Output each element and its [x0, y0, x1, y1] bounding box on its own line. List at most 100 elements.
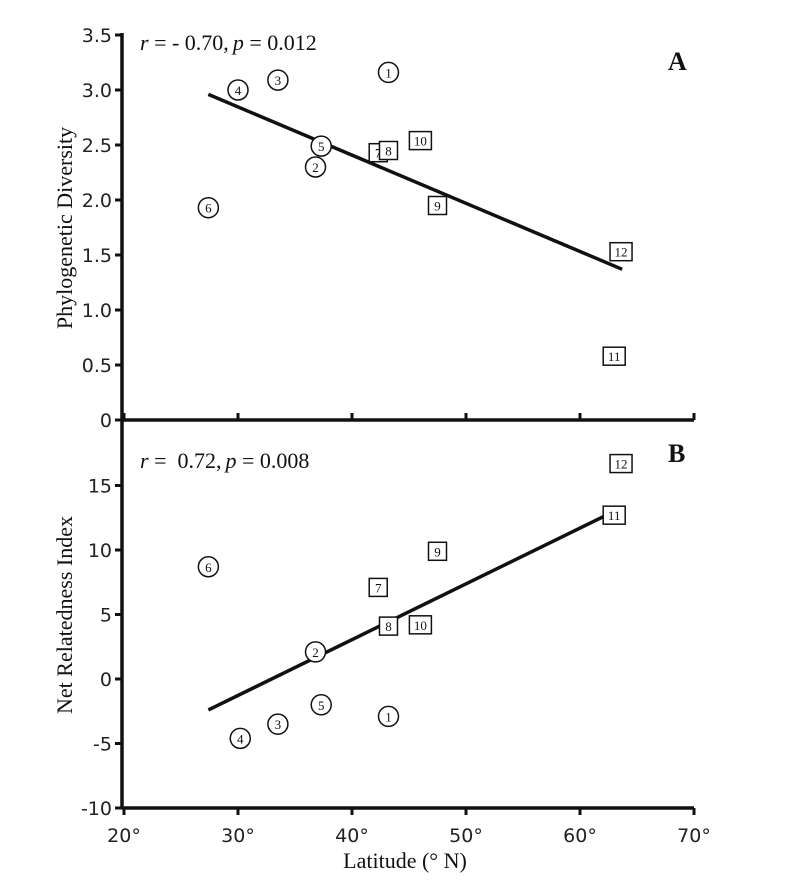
- square-marker: [427, 195, 448, 216]
- site-label: 7: [375, 580, 382, 595]
- panel-a-label: A: [668, 47, 687, 76]
- site-label: 11: [608, 508, 621, 523]
- site-label: 6: [205, 201, 212, 216]
- y-tick-label: 0.5: [82, 355, 112, 377]
- y-tick-label: 2.5: [82, 135, 112, 157]
- site-point-11: 11: [602, 346, 626, 366]
- site-point-6: 6: [197, 196, 220, 219]
- site-label: 7: [375, 146, 382, 161]
- x-tick-label: 50°: [449, 825, 483, 847]
- site-point-1: 1: [377, 705, 400, 728]
- regression-line: [207, 505, 623, 712]
- site-point-4: 4: [227, 79, 249, 101]
- square-marker: [609, 453, 633, 474]
- site-point-10: 10: [408, 615, 433, 635]
- site-label: 10: [414, 618, 427, 633]
- site-label: 1: [385, 709, 392, 724]
- site-label: 12: [615, 457, 628, 472]
- site-label: 4: [237, 731, 244, 746]
- circle-marker: [310, 135, 332, 157]
- site-point-5: 5: [310, 694, 332, 716]
- site-point-8: 8: [378, 140, 399, 161]
- site-point-7: 7: [368, 577, 388, 598]
- square-marker: [378, 616, 399, 636]
- regression-line: [207, 92, 623, 271]
- square-marker: [408, 130, 433, 151]
- x-tick-label: 40°: [335, 825, 369, 847]
- site-label: 2: [312, 160, 319, 175]
- circle-marker: [227, 79, 249, 101]
- x-tick-label: 60°: [563, 825, 597, 847]
- circle-marker: [267, 69, 289, 91]
- y-tick-label: -10: [81, 798, 112, 820]
- square-marker: [602, 346, 626, 366]
- y-axis-label-b: Net Relatedness Index: [52, 516, 77, 714]
- site-point-11: 11: [602, 505, 626, 525]
- site-point-3: 3: [267, 713, 289, 735]
- site-label: 8: [385, 144, 392, 159]
- site-label: 5: [318, 139, 325, 154]
- y-tick-label: 3.5: [82, 25, 112, 47]
- site-label: 2: [312, 645, 319, 660]
- site-point-2: 2: [304, 641, 327, 663]
- circle-marker: [197, 196, 220, 219]
- site-label: 8: [385, 619, 392, 634]
- site-label: 3: [275, 73, 282, 88]
- circle-marker: [229, 727, 252, 750]
- circle-marker: [310, 694, 332, 716]
- site-point-3: 3: [267, 69, 289, 91]
- site-point-8: 8: [378, 616, 399, 636]
- circle-marker: [304, 156, 327, 178]
- x-tick-label: 70°: [677, 825, 711, 847]
- y-tick-label: -5: [93, 734, 112, 756]
- x-axis-label: Latitude (° N): [343, 848, 467, 873]
- panel-b-label: B: [668, 439, 685, 468]
- square-marker: [368, 577, 388, 598]
- panel-b-annotation: r = 0.72, p = 0.008: [140, 448, 309, 473]
- site-label: 9: [434, 544, 441, 559]
- y-tick-label: 2.0: [82, 190, 112, 212]
- panel-a-annotation: r = - 0.70, p = 0.012: [140, 30, 317, 55]
- y-tick-label: 0: [100, 669, 112, 691]
- x-tick-label: 20°: [107, 825, 141, 847]
- circle-marker: [377, 705, 400, 728]
- y-tick-label: 15: [88, 476, 112, 498]
- site-point-12: 12: [609, 241, 633, 262]
- site-point-2: 2: [304, 156, 327, 178]
- y-axis-label-a: Phylogenetic Diversity: [52, 127, 77, 329]
- square-marker: [602, 505, 626, 525]
- site-label: 9: [434, 199, 441, 214]
- axes: 20° 30° 40° 50° 60° 70°: [107, 33, 711, 847]
- y-tick-label: 1.0: [82, 300, 112, 322]
- square-marker: [609, 241, 633, 262]
- site-label: 6: [205, 560, 212, 575]
- site-label: 11: [608, 349, 621, 364]
- y-tick-label: 5: [100, 605, 112, 627]
- square-marker: [408, 615, 433, 635]
- circle-marker: [304, 641, 327, 663]
- site-label: 4: [235, 83, 242, 98]
- site-label: 1: [385, 65, 392, 80]
- square-marker: [378, 140, 399, 161]
- site-point-1: 1: [377, 61, 400, 84]
- square-marker: [427, 541, 448, 562]
- y-tick-label: 1.5: [82, 245, 112, 267]
- y-tick-label: 3.0: [82, 80, 112, 102]
- circle-marker: [197, 556, 220, 578]
- y-tick-label: 10: [88, 540, 112, 562]
- site-point-5: 5: [310, 135, 332, 157]
- site-point-9: 9: [427, 541, 448, 562]
- circle-marker: [377, 61, 400, 84]
- site-label: 10: [414, 134, 427, 149]
- site-point-12: 12: [609, 453, 633, 474]
- site-label: 3: [275, 717, 282, 732]
- site-point-6: 6: [197, 556, 220, 578]
- y-tick-label: 0: [100, 410, 112, 432]
- site-label: 12: [615, 245, 628, 260]
- site-point-10: 10: [408, 130, 433, 151]
- circle-marker: [267, 713, 289, 735]
- site-label: 5: [318, 698, 325, 713]
